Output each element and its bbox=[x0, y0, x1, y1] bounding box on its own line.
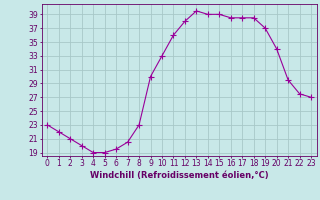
X-axis label: Windchill (Refroidissement éolien,°C): Windchill (Refroidissement éolien,°C) bbox=[90, 171, 268, 180]
